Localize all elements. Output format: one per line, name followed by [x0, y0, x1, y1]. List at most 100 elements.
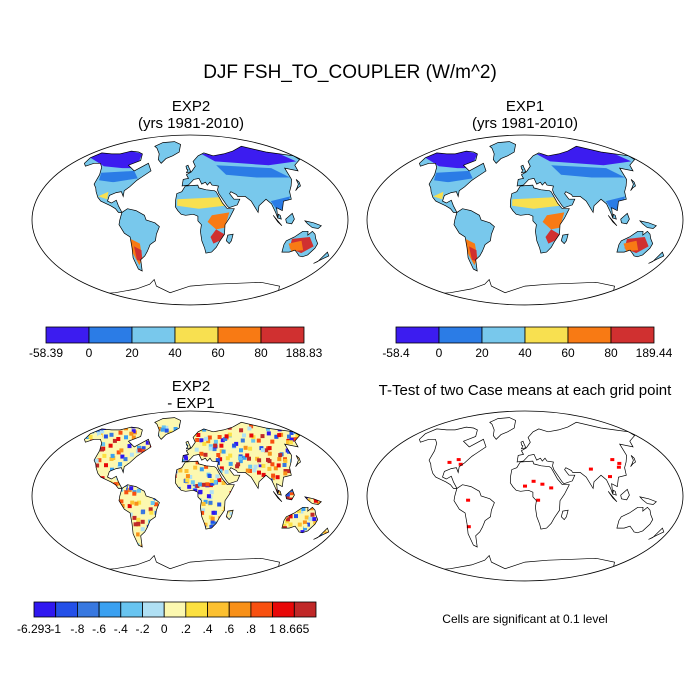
diff-cell: [64, 430, 68, 434]
coastline-arabia-india-se-ttest: [612, 489, 617, 496]
diff-cell: [97, 431, 101, 436]
diff-cell: [84, 424, 86, 429]
diff-cell: [289, 431, 294, 435]
diff-cell: [65, 556, 69, 560]
diff-cell: [332, 443, 336, 447]
colorbar-box-exp1: [395, 326, 440, 344]
coastline-borneo-ttest: [620, 488, 630, 501]
diff-cell: [347, 453, 351, 457]
diff-cell: [321, 438, 325, 443]
diff-cell: [332, 562, 336, 566]
land-britain-exp1: [521, 165, 526, 173]
diff-cell: [132, 515, 137, 520]
colorbar-tick-label-exp1: 189.44: [636, 346, 673, 360]
diff-cell: [304, 556, 308, 560]
diff-cell: [330, 564, 334, 568]
diff-cell: [36, 562, 40, 566]
diff-cell: [329, 562, 333, 566]
diff-cell: [285, 519, 290, 524]
diff-cell: [201, 482, 206, 487]
diff-cell: [343, 437, 347, 441]
diff-cell: [58, 438, 62, 442]
diff-cell: [224, 469, 229, 474]
diff-cell: [252, 468, 257, 473]
diff-cell: [248, 446, 253, 451]
diff-cell: [319, 566, 323, 570]
diff-cell: [131, 429, 136, 434]
diff-cell: [103, 434, 108, 439]
diff-cell: [315, 556, 319, 560]
diff-cell: [66, 568, 70, 572]
colorbar-tick-label-exp1: 60: [561, 346, 575, 360]
diff-cell: [220, 438, 225, 443]
diff-cell: [240, 438, 245, 443]
diff-cell: [119, 499, 124, 504]
diff-cell: [203, 522, 208, 527]
diff-cell: [213, 479, 218, 484]
diff-cell: [336, 428, 340, 432]
diff-cell: [122, 486, 127, 491]
field-region-6-exp1: [458, 218, 491, 244]
diff-cell: [137, 448, 142, 453]
diff-cell: [57, 568, 61, 572]
coastline-borneo-exp1: [620, 212, 630, 225]
diff-cell: [260, 434, 265, 439]
diff-cell: [154, 502, 158, 507]
diff-cell: [285, 495, 290, 500]
significant-cell-14: [536, 498, 541, 502]
diff-cell: [304, 515, 309, 520]
map-border-exp1: [366, 134, 684, 306]
diff-cell: [271, 473, 276, 478]
diff-cell: [112, 438, 117, 443]
diff-cell: [291, 562, 295, 566]
diff-cell: [261, 463, 266, 468]
diff-cell: [335, 550, 339, 554]
diff-cell: [129, 452, 134, 457]
coastline-indonesia-ttest: [607, 491, 618, 502]
diff-cell: [119, 448, 124, 453]
diff-cell: [251, 438, 256, 443]
diff-cell: [325, 447, 329, 452]
colorbar-tick-label-diff: -.6: [92, 622, 106, 636]
diff-cell: [342, 527, 346, 531]
diff-cell: [346, 435, 350, 439]
diff-cell: [40, 458, 44, 462]
diff-cell: [98, 434, 103, 439]
field-region-0-exp1: [425, 151, 478, 169]
diff-cell: [295, 433, 300, 438]
diff-cell: [311, 425, 316, 430]
diff-cell: [109, 457, 114, 461]
colorbar-tick-label-diff: .2: [181, 622, 191, 636]
diff-cell: [348, 466, 352, 470]
diff-cell: [136, 488, 141, 493]
diff-cell: [69, 429, 73, 433]
diff-cell: [45, 545, 49, 549]
figure-title: DJF FSH_TO_COUPLER (W/m^2): [203, 62, 497, 83]
colorbar-exp2: -58.39 0 20 40 60 80 188.83: [29, 326, 323, 360]
diff-cell: [300, 559, 304, 563]
diff-cell: [258, 460, 263, 465]
diff-cell: [277, 433, 282, 438]
diff-cell: [38, 547, 42, 551]
coastline-japan-ttest: [630, 455, 636, 467]
diff-cell: [238, 456, 243, 461]
diff-cell: [108, 443, 113, 448]
diff-cell: [203, 452, 208, 457]
diff-cell: [334, 438, 338, 442]
diff-cell: [60, 432, 64, 436]
diff-cell: [264, 448, 269, 453]
colorbar-box-diff: [185, 601, 208, 618]
coastline-arabia-india-se-exp2: [277, 213, 282, 220]
diff-cell: [217, 478, 222, 483]
map-background-exp2: [32, 135, 348, 305]
colorbar-box-diff: [120, 601, 143, 618]
diff-cell: [34, 559, 38, 563]
colorbar-tick-label-exp1: 80: [604, 346, 618, 360]
diff-cell: [232, 443, 237, 448]
diff-cell: [301, 507, 306, 511]
field-region-0-exp2: [90, 151, 143, 169]
diff-cell: [293, 568, 297, 572]
diff-cell: [239, 448, 243, 453]
coastline-new-zealand-exp1: [648, 251, 665, 264]
diff-cell: [321, 431, 326, 436]
